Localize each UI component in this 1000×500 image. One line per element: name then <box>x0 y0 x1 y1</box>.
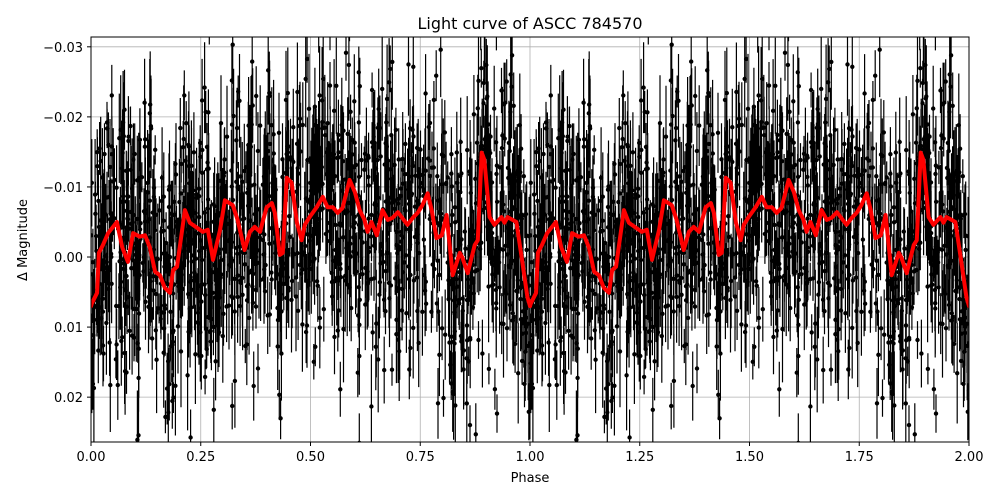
x-tick-label: 2.00 <box>955 450 984 465</box>
data-markers <box>91 42 969 442</box>
x-tick-label: 0.50 <box>296 450 325 465</box>
y-axis-label: Δ Magnitude <box>16 199 31 281</box>
y-axis-ticks: −0.03 −0.02 −0.01 0.00 0.01 0.02 <box>43 41 91 406</box>
x-tick-label: 0.25 <box>186 450 215 465</box>
x-tick-label: 1.50 <box>735 450 764 465</box>
y-tick-label: −0.01 <box>43 181 83 196</box>
x-tick-label: 0.75 <box>406 450 435 465</box>
chart-title: Light curve of ASCC 784570 <box>417 14 642 33</box>
y-tick-label: 0.02 <box>54 391 83 406</box>
y-tick-label: −0.03 <box>43 41 83 56</box>
binned-mean-line <box>91 150 969 309</box>
x-axis-label: Phase <box>511 471 550 486</box>
x-tick-label: 1.25 <box>625 450 654 465</box>
x-tick-label: 0.00 <box>77 450 106 465</box>
x-tick-label: 1.75 <box>845 450 874 465</box>
x-tick-label: 1.00 <box>516 450 545 465</box>
x-axis-ticks: 0.00 0.25 0.50 0.75 1.00 1.25 1.50 1.75 2.00 <box>77 442 984 465</box>
y-tick-label: −0.02 <box>43 111 83 126</box>
y-tick-label: 0.00 <box>54 251 83 266</box>
y-tick-label: 0.01 <box>54 321 83 336</box>
